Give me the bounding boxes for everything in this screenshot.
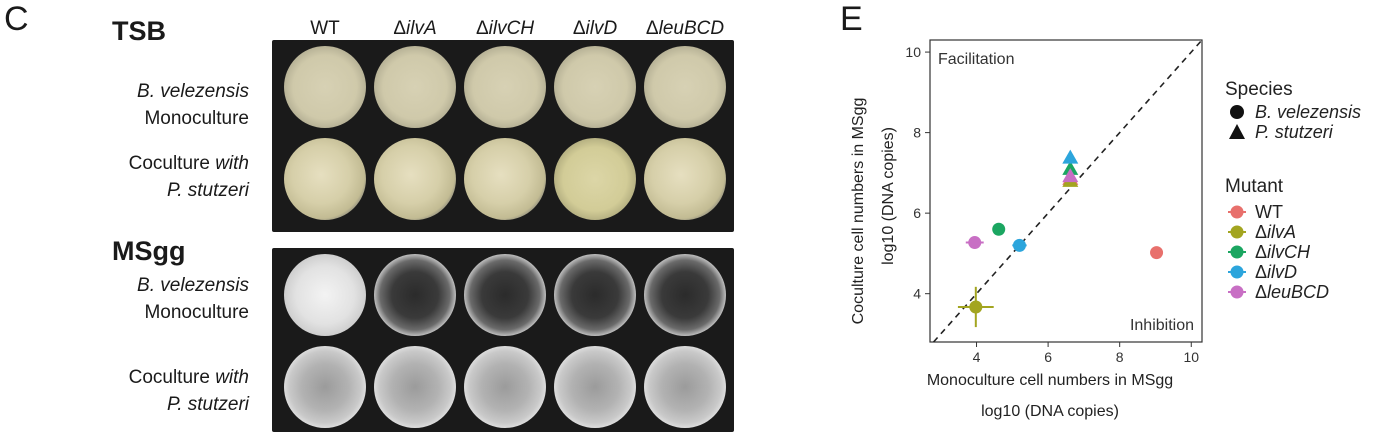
row-label-MSgg-0: B. velezensis Monoculture — [4, 272, 249, 326]
legend-circle-marker — [1230, 105, 1244, 119]
data-point-triangle-ilvD — [1062, 149, 1079, 164]
panel-e-scatter-chart: 4 6 8 10 4 6 8 10 Facilitation Inhibition Monocult… — [850, 39, 1361, 420]
plot-frame — [929, 39, 1203, 343]
column-header-label: ilvCH — [488, 18, 535, 39]
well-MSgg-r1-c4 — [644, 346, 726, 428]
legend-mutant-marker — [1230, 245, 1244, 259]
well-TSB-r1-c2 — [464, 138, 546, 220]
well-TSB-r0-c1 — [374, 46, 456, 128]
x-tick-label-6: 6 — [1044, 349, 1052, 365]
data-point-circle-leuBCD — [968, 236, 982, 250]
row-label-line1: Coculture with — [128, 153, 249, 174]
column-header-ilvA: ΔilvA — [369, 18, 461, 40]
well-TSB-r0-c3 — [554, 46, 636, 128]
x-tick-label-8: 8 — [1116, 349, 1124, 365]
legend-mutant-marker — [1230, 205, 1244, 219]
column-header-label: leuBCD — [658, 18, 725, 39]
annotation-facilitation: Facilitation — [938, 51, 1014, 68]
y-tick-label-10: 10 — [905, 44, 921, 60]
data-point-circle-WT — [1150, 246, 1164, 260]
column-header-label: ilvD — [585, 18, 618, 39]
legend-mutant-label: ΔilvCH — [1255, 242, 1311, 262]
row-label-line1: B. velezensis — [137, 275, 249, 296]
legend-mutant-marker — [1230, 225, 1244, 239]
identity-line — [932, 39, 1203, 343]
legend-species-label: B. velezensis — [1255, 102, 1361, 122]
row-label-line2: Monoculture — [144, 302, 249, 323]
well-MSgg-r0-c0 — [284, 254, 366, 336]
well-TSB-r1-c0 — [284, 138, 366, 220]
row-label-line1: Coculture with — [128, 367, 249, 388]
delta-prefix: Δ — [645, 18, 659, 39]
column-header-leuBCD: ΔleuBCD — [639, 18, 731, 40]
y-tick-label-4: 4 — [913, 286, 921, 302]
column-header-label: WT — [310, 18, 340, 39]
legend-mutant-title: Mutant — [1225, 176, 1284, 197]
row-label-line2: P. stutzeri — [166, 394, 249, 415]
legend-mutant-label: ΔleuBCD — [1255, 282, 1329, 302]
well-MSgg-r1-c3 — [554, 346, 636, 428]
well-MSgg-r0-c2 — [464, 254, 546, 336]
well-TSB-r0-c0 — [284, 46, 366, 128]
data-point-circle-ilvCH — [992, 222, 1006, 236]
panel-e-letter: E — [840, 0, 863, 38]
data-point-triangle-ilvCH — [1062, 160, 1079, 175]
delta-prefix: Δ — [572, 18, 586, 39]
column-header-label: ilvA — [406, 18, 437, 39]
x-tick-label-4: 4 — [973, 349, 981, 365]
legend-species-title: Species — [1225, 79, 1293, 100]
legend-triangle-marker — [1229, 124, 1245, 139]
well-MSgg-r0-c4 — [644, 254, 726, 336]
column-header-ilvD: ΔilvD — [549, 18, 641, 40]
y-axis-title: Coculture cell numbers in MSgg — [850, 98, 867, 325]
medium-label-TSB: TSB — [112, 16, 166, 46]
legend-mutant-label: ΔilvD — [1255, 262, 1297, 282]
legend-mutant-marker — [1230, 265, 1244, 279]
medium-label-MSgg: MSgg — [112, 236, 186, 266]
well-TSB-r0-c2 — [464, 46, 546, 128]
well-TSB-r1-c3 — [554, 138, 636, 220]
well-MSgg-r1-c1 — [374, 346, 456, 428]
delta-prefix: Δ — [475, 18, 489, 39]
well-TSB-r1-c4 — [644, 138, 726, 220]
well-TSB-r0-c4 — [644, 46, 726, 128]
row-label-line2: P. stutzeri — [166, 180, 249, 201]
y-tick-label-6: 6 — [913, 205, 921, 221]
well-MSgg-r0-c1 — [374, 254, 456, 336]
x-tick-label-10: 10 — [1183, 349, 1199, 365]
y-axis-subtitle: log10 (DNA copies) — [880, 127, 897, 265]
legend-mutant-label: WT — [1255, 202, 1283, 222]
data-point-circle-ilvD — [1012, 238, 1026, 252]
well-MSgg-r0-c3 — [554, 254, 636, 336]
legend-species-label: P. stutzeri — [1255, 122, 1334, 142]
data-point-circle-ilvA — [969, 300, 983, 314]
legend-mutant-marker — [1230, 285, 1244, 299]
column-header-WT: WT — [279, 18, 371, 40]
x-axis-title: Monoculture cell numbers in MSgg — [927, 372, 1173, 389]
row-label-MSgg-1: Coculture with P. stutzeri — [4, 364, 249, 418]
x-axis-subtitle: log10 (DNA copies) — [981, 403, 1119, 420]
annotation-inhibition: Inhibition — [1130, 317, 1194, 334]
data-point-triangle-leuBCD — [1062, 168, 1079, 183]
y-tick-label-8: 8 — [913, 125, 921, 141]
well-TSB-r1-c1 — [374, 138, 456, 220]
row-label-TSB-1: Coculture with P. stutzeri — [4, 150, 249, 204]
legend-mutant-label: ΔilvA — [1255, 222, 1296, 242]
delta-prefix: Δ — [393, 18, 407, 39]
row-label-TSB-0: B. velezensis Monoculture — [4, 78, 249, 132]
well-MSgg-r1-c2 — [464, 346, 546, 428]
row-label-line1: B. velezensis — [137, 81, 249, 102]
panel-c-letter: C — [4, 0, 29, 38]
row-label-line2: Monoculture — [144, 108, 249, 129]
column-header-ilvCH: ΔilvCH — [459, 18, 551, 40]
well-MSgg-r1-c0 — [284, 346, 366, 428]
